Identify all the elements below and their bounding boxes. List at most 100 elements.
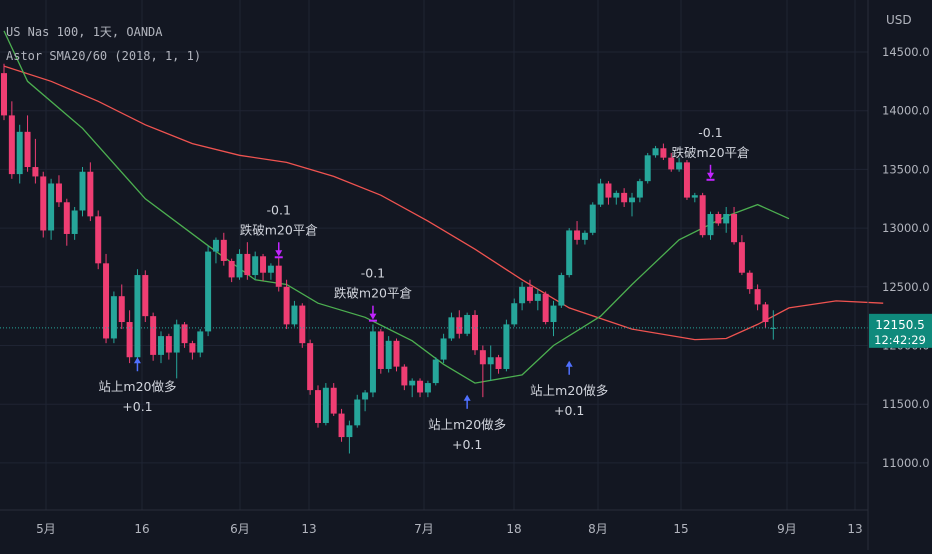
signal-label: -0.1 [267,202,291,217]
candle-body [346,425,353,438]
candle [55,175,62,207]
candle [212,237,219,264]
price-tick-label: 11500.0 [882,397,930,411]
sell-arrowhead-icon [275,250,283,257]
candle [424,380,431,398]
candle-body [676,162,683,170]
candle-body [683,162,690,198]
candle [589,202,596,236]
signal-label: 跌破m20平倉 [671,145,750,160]
candle [574,221,581,245]
time-tick-label: 8月 [588,522,608,536]
candle [621,188,628,207]
candle [173,319,180,379]
candle-body [754,289,761,305]
candle-body [134,275,141,358]
price-tick-label: 14000.0 [882,104,930,118]
candle [150,312,157,361]
time-tick-label: 6月 [230,522,250,536]
candle-body [260,256,267,273]
candle [731,206,738,245]
candle-body [299,305,306,344]
price-tick-label: 11000.0 [882,456,930,470]
candle-body [32,167,39,177]
candle-body [660,148,667,158]
candle-body [409,380,416,386]
candle [715,211,722,226]
candle-body [432,359,439,384]
signal-label: +0.1 [554,403,584,418]
buy-signal: 站上m20做多 +0.1 [428,394,506,452]
signal-label: -0.1 [698,125,722,140]
candle-body [24,131,31,168]
candle [291,300,298,327]
candle-body [40,176,47,231]
candle-body [338,413,345,438]
candle [346,420,353,454]
candle [103,253,110,344]
sell-signal: -0.1 跌破m20平倉 [334,266,412,322]
candle-body [440,338,447,360]
time-tick-label: 7月 [414,522,434,536]
candle-body [629,197,635,203]
candle [699,192,706,238]
candle-body [385,340,392,369]
candle [181,322,188,348]
candle-body [16,131,23,175]
candle-body [526,286,533,301]
candle [260,253,267,281]
candle-body [558,275,565,306]
indicator-line: Astor SMA20/60 (2018, 1, 1) [6,49,202,63]
candle-body [71,210,78,234]
candle-body [464,314,471,334]
signal-label: +0.1 [452,437,482,452]
candle [495,354,502,374]
buy-signal: 站上m20做多 +0.1 [98,357,176,414]
time-tick-label: 9月 [777,522,797,536]
time-tick-label: 13 [301,522,316,536]
moving-averages [3,30,884,384]
candle [95,210,102,270]
candle [267,263,274,280]
candles [1,63,777,454]
candle-body [699,195,706,236]
candle [79,167,86,217]
candle [668,152,675,172]
candle [87,162,94,222]
candle [417,378,424,398]
candle [432,357,439,386]
candle [526,279,533,304]
signal-label: +0.1 [122,399,152,414]
candle [48,178,55,240]
candle [448,312,455,341]
candle [605,181,612,205]
sma20-line [3,30,790,384]
candle-body [487,357,494,365]
candle [487,345,494,381]
candle [158,331,164,364]
candle [660,143,667,161]
candle-body [275,265,282,287]
candle [393,338,400,372]
chart-legend: US Nas 100, 1天, OANDA Astor SMA20/60 (20… [6,20,201,68]
time-tick-label: 16 [134,522,149,536]
candle-body [738,242,745,273]
candle [676,157,683,172]
candle [299,303,306,348]
candle [770,310,777,340]
last-price-value: 12150.5 [875,318,925,332]
candle-body [48,183,55,231]
candle [738,235,745,276]
candle-body [236,253,243,278]
buy-arrowhead-icon [463,394,471,401]
candle [338,408,345,442]
candle-body [574,230,581,240]
candle [652,145,659,158]
price-tick-label: 14500.0 [882,45,930,59]
candle-body [566,230,573,276]
candle-body [291,305,298,325]
candle-body [181,324,188,344]
candle-body [205,251,212,332]
